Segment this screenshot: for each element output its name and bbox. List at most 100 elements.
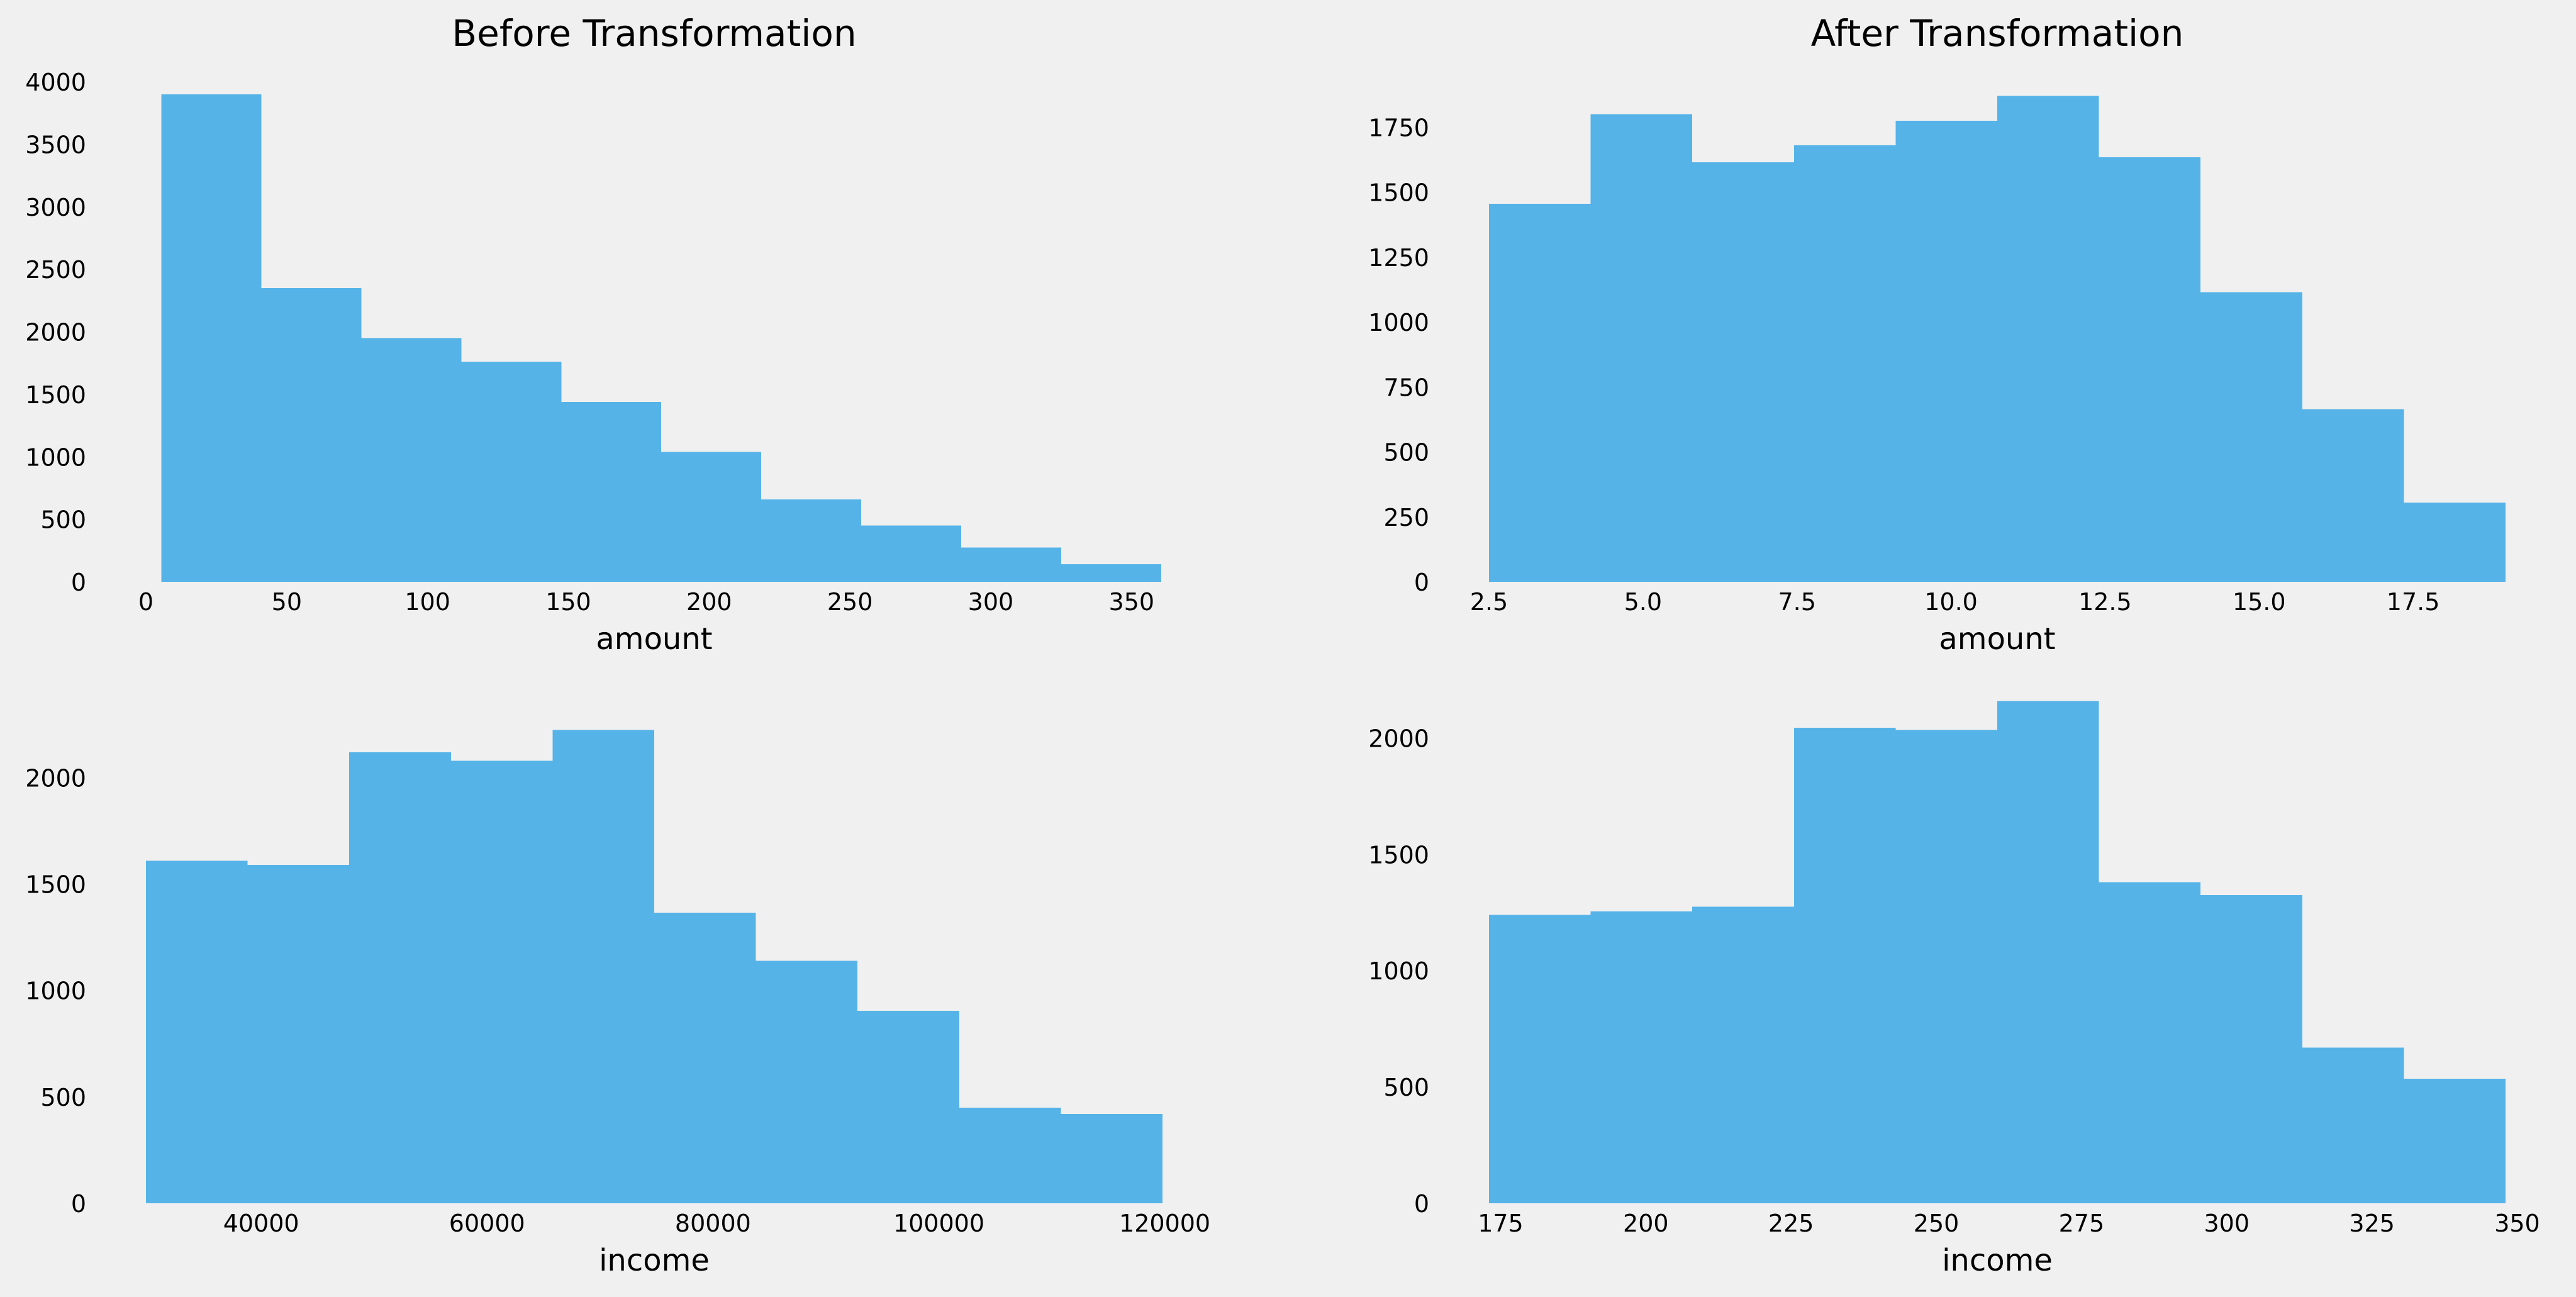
x-tick-label: 80000 bbox=[675, 1210, 751, 1237]
histogram-bar bbox=[1692, 162, 1794, 582]
y-tick-label: 1250 bbox=[1368, 244, 1429, 272]
histogram-bar bbox=[1061, 1113, 1163, 1203]
histogram-bar bbox=[1793, 727, 1896, 1203]
y-tick-label: 2000 bbox=[1368, 725, 1429, 752]
x-tick-label: 275 bbox=[2059, 1210, 2105, 1237]
y-tick-label: 0 bbox=[1414, 569, 1429, 596]
x-tick-label: 5.0 bbox=[1624, 588, 1662, 616]
histogram-bar bbox=[2200, 292, 2302, 582]
histogram-bar bbox=[461, 362, 562, 582]
y-tick-label: 3500 bbox=[25, 131, 86, 159]
x-axis-title: amount bbox=[596, 621, 712, 657]
y-tick-label: 3000 bbox=[25, 194, 86, 221]
histogram-bar bbox=[1997, 701, 2099, 1203]
x-tick-label: 17.5 bbox=[2387, 588, 2440, 616]
histogram-bar bbox=[1692, 906, 1794, 1203]
chart-panel-after-amount: 2.5 5.0 7.5 10.0 12.5 15.0 17.5 0 250 500 750 1000 1… bbox=[1368, 12, 2506, 657]
y-tick-label: 0 bbox=[71, 569, 86, 596]
x-tick-label: 100 bbox=[404, 588, 450, 616]
histogram-bar bbox=[2099, 882, 2201, 1203]
x-tick-label: 250 bbox=[1914, 1210, 1960, 1237]
y-tick-label: 1500 bbox=[1368, 841, 1429, 869]
histogram-bar bbox=[2200, 895, 2302, 1203]
y-tick-label: 1500 bbox=[25, 871, 86, 899]
histogram-bar bbox=[756, 960, 858, 1203]
x-tick-label: 350 bbox=[2494, 1210, 2540, 1237]
x-tick-label: 200 bbox=[686, 588, 732, 616]
x-tick-label: 175 bbox=[1478, 1210, 1524, 1237]
y-tick-label: 500 bbox=[40, 1084, 86, 1111]
x-tick-label: 7.5 bbox=[1778, 588, 1815, 616]
x-tick-label: 40000 bbox=[223, 1210, 299, 1237]
x-tick-label: 300 bbox=[2204, 1210, 2250, 1237]
y-tick-label: 1000 bbox=[25, 977, 86, 1005]
y-tick-label: 4000 bbox=[25, 69, 86, 96]
x-tick-label: 120000 bbox=[1119, 1210, 1210, 1237]
y-tick-label: 0 bbox=[1414, 1190, 1429, 1218]
histogram-bar bbox=[561, 401, 662, 582]
y-tick-label: 500 bbox=[1383, 439, 1429, 467]
x-tick-label: 150 bbox=[545, 588, 591, 616]
histogram-bar bbox=[2302, 1047, 2404, 1203]
chart-panel-before-income: 40000 60000 80000 100000 120000 0 500 1000 1500 2… bbox=[25, 730, 1210, 1278]
y-tick-label: 500 bbox=[40, 506, 86, 534]
histogram-bar bbox=[1793, 145, 1896, 582]
histogram-bar bbox=[959, 1107, 1061, 1203]
x-axis-title: amount bbox=[1939, 621, 2055, 657]
histogram-bar bbox=[161, 94, 262, 582]
y-tick-label: 1750 bbox=[1368, 114, 1429, 142]
x-tick-label: 300 bbox=[968, 588, 1014, 616]
histogram-bar bbox=[247, 865, 350, 1203]
x-tick-label: 15.0 bbox=[2233, 588, 2286, 616]
x-tick-label: 10.0 bbox=[1924, 588, 1978, 616]
chart-panel-before-amount: 0 50 100 150 200 250 300 3500500100015002000250… bbox=[25, 12, 1161, 657]
y-tick-label: 2000 bbox=[25, 764, 86, 792]
histogram-bar bbox=[857, 1010, 959, 1203]
x-axis-title: income bbox=[1942, 1243, 2053, 1278]
histogram-bar bbox=[2404, 503, 2506, 582]
histogram-bar bbox=[361, 338, 462, 582]
x-tick-label: 12.5 bbox=[2078, 588, 2132, 616]
y-tick-label: 500 bbox=[1383, 1074, 1429, 1101]
histogram-bar bbox=[1590, 114, 1693, 582]
histogram-bar bbox=[1489, 915, 1591, 1203]
histogram-bar bbox=[761, 499, 862, 582]
x-tick-label: 225 bbox=[1768, 1210, 1814, 1237]
histogram-bar bbox=[146, 860, 248, 1203]
y-tick-label: 1000 bbox=[1368, 957, 1429, 985]
y-tick-label: 0 bbox=[71, 1190, 86, 1218]
histogram-bar bbox=[2404, 1079, 2506, 1203]
histogram-bar bbox=[2302, 409, 2404, 582]
histogram-bar bbox=[1895, 730, 1997, 1203]
histogram-bar bbox=[961, 547, 1061, 582]
y-tick-label: 2500 bbox=[25, 256, 86, 284]
y-tick-label: 750 bbox=[1383, 374, 1429, 401]
histogram-bar bbox=[1895, 120, 1997, 582]
histogram-bar bbox=[861, 525, 961, 582]
y-tick-label: 1500 bbox=[1368, 179, 1429, 207]
histogram-bar bbox=[1061, 564, 1161, 582]
chart-panel-after-income: 175 200 225 250 275 300 325 350 0 500 1000 1500 2000… bbox=[1368, 701, 2540, 1278]
y-tick-label: 2000 bbox=[25, 319, 86, 347]
x-tick-label: 250 bbox=[827, 588, 873, 616]
histogram-bar bbox=[450, 760, 553, 1203]
x-tick-label: 325 bbox=[2349, 1210, 2395, 1237]
x-axis-title: income bbox=[599, 1243, 710, 1278]
chart-title: Before Transformation bbox=[452, 12, 856, 55]
histogram-bar bbox=[261, 287, 362, 582]
x-tick-label: 350 bbox=[1108, 588, 1154, 616]
x-tick-label: 100000 bbox=[893, 1210, 984, 1237]
y-tick-label: 1000 bbox=[25, 443, 86, 471]
histogram-bar bbox=[1489, 204, 1591, 582]
chart-title: After Transformation bbox=[1811, 12, 2184, 55]
y-tick-label: 1500 bbox=[25, 381, 86, 409]
histogram-bar bbox=[2099, 157, 2201, 582]
y-tick-label: 250 bbox=[1383, 504, 1429, 532]
histogram-bar bbox=[1997, 96, 2099, 582]
x-tick-label: 60000 bbox=[449, 1210, 525, 1237]
histogram-bar bbox=[349, 752, 451, 1203]
x-tick-label: 200 bbox=[1623, 1210, 1669, 1237]
histogram-bar bbox=[661, 452, 762, 582]
histogram-bar bbox=[552, 730, 654, 1203]
